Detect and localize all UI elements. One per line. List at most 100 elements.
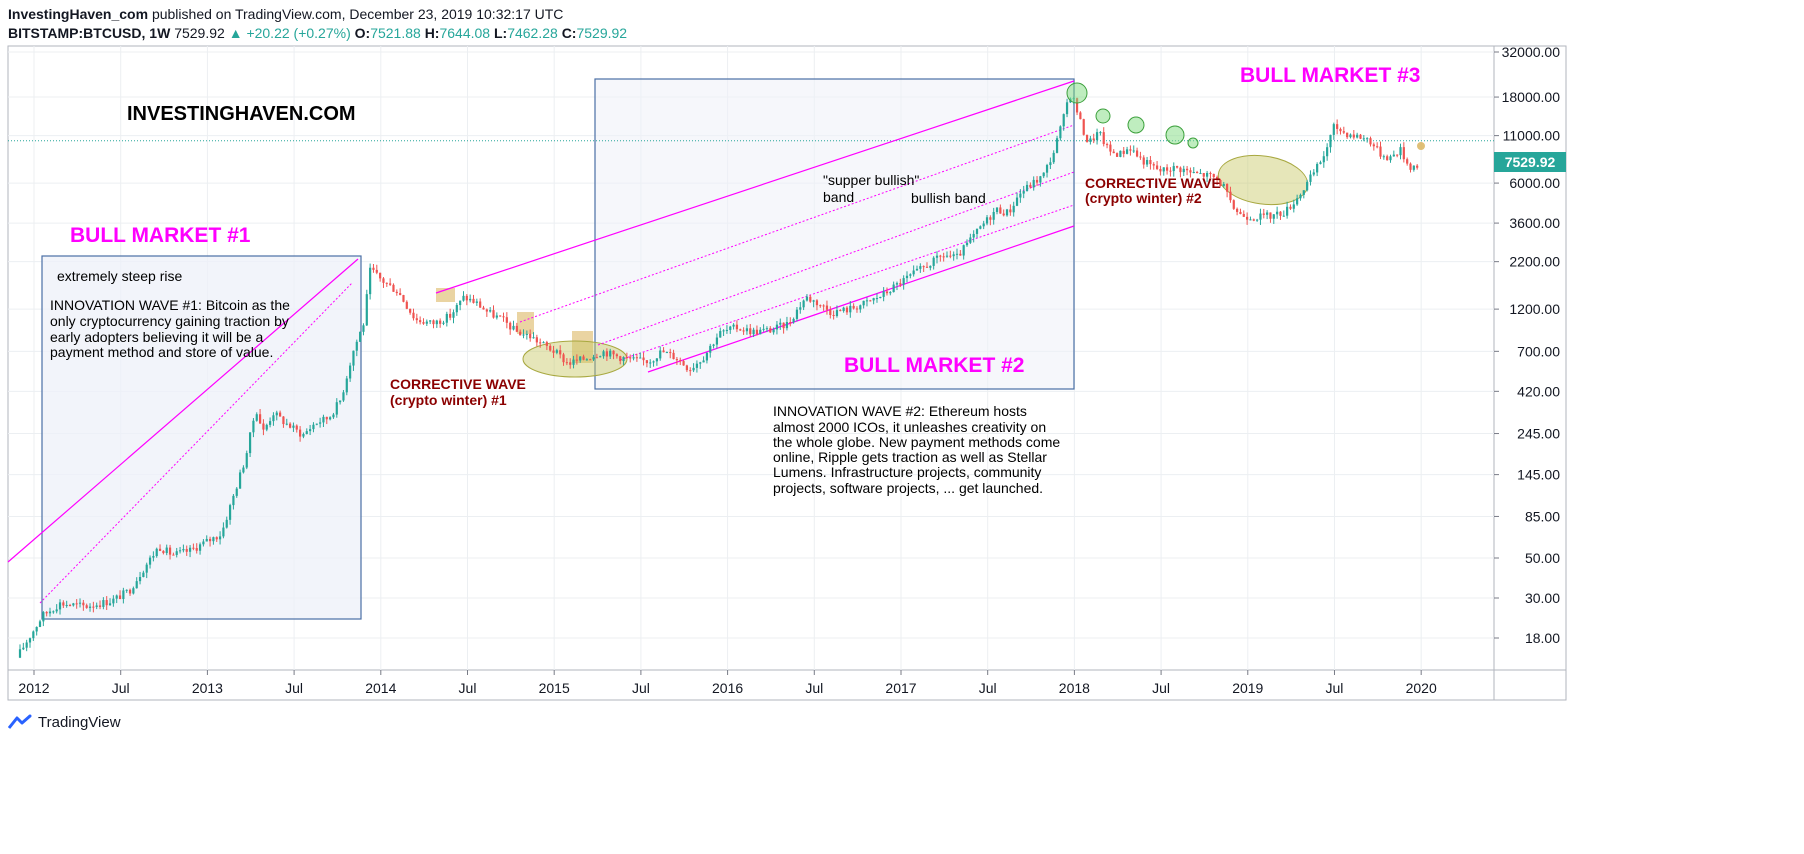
candle-body <box>1135 150 1139 157</box>
candle-body <box>1242 213 1245 217</box>
candle-body <box>692 367 695 371</box>
candle-body <box>675 359 679 361</box>
candle-body <box>502 316 505 318</box>
candle-body <box>1142 157 1145 165</box>
candle-body <box>992 211 995 220</box>
candle-body <box>842 307 845 312</box>
candle-body <box>178 550 182 552</box>
candle-body <box>422 322 425 324</box>
y-tick-label: 18000.00 <box>1502 89 1561 105</box>
trendline-upper <box>435 80 1075 294</box>
candle-body <box>1102 132 1105 145</box>
candle-body <box>1359 134 1362 139</box>
candle-body <box>845 307 849 313</box>
candle-body <box>1159 168 1162 172</box>
candle-body <box>582 356 585 360</box>
candle-body <box>1085 134 1089 142</box>
y-tick-label: 145.00 <box>1517 467 1560 483</box>
candle-body <box>369 267 372 295</box>
candle-body <box>945 255 949 257</box>
candle-body <box>965 242 969 246</box>
candle-body <box>595 357 598 359</box>
candle-body <box>632 357 635 359</box>
candle-body <box>1239 211 1242 214</box>
candle-body <box>1236 208 1239 212</box>
candle-body <box>679 360 682 362</box>
tradingview-logo[interactable]: TradingView <box>8 712 121 732</box>
publisher-name[interactable]: InvestingHaven_com <box>8 6 149 22</box>
candle-body <box>895 283 899 285</box>
super-bullish-line: "supper bullish" <box>823 172 919 188</box>
candle-body <box>1039 176 1042 183</box>
candle-body <box>999 207 1002 214</box>
candle-body <box>742 330 745 332</box>
candle-body <box>1105 144 1109 146</box>
candle-body <box>165 547 168 554</box>
corrective-2-line: CORRECTIVE WAVE <box>1085 175 1221 191</box>
candle-body <box>432 320 435 325</box>
price-axis[interactable] <box>1493 45 1567 671</box>
candle-body <box>592 357 595 360</box>
candle-body <box>1019 193 1022 198</box>
candle-body <box>1162 167 1165 172</box>
candle-body <box>1402 147 1405 160</box>
candle-body <box>135 581 138 589</box>
candle-body <box>659 350 662 359</box>
candle-body <box>1185 168 1189 171</box>
candle-body <box>32 631 35 639</box>
candle-body <box>125 589 128 591</box>
candle-body <box>1149 159 1152 165</box>
candle-body <box>202 541 205 545</box>
candle-body <box>238 472 242 489</box>
candle-body <box>92 606 95 608</box>
candle-body <box>182 549 185 551</box>
candle-body <box>1045 165 1049 173</box>
candle-body <box>585 359 588 361</box>
candle-body <box>112 598 115 604</box>
candle-body <box>349 365 352 379</box>
candle-body <box>1409 163 1412 170</box>
candle-body <box>542 342 545 344</box>
candle-body <box>1065 102 1069 115</box>
last-price-badge <box>1494 152 1566 172</box>
candle-body <box>735 324 739 330</box>
candle-body <box>772 329 775 333</box>
candle-body <box>435 320 438 325</box>
candle-body <box>158 548 162 551</box>
candle-body <box>205 538 208 542</box>
candle-body <box>825 305 829 310</box>
candle-body <box>795 309 799 319</box>
candle-body <box>935 255 939 258</box>
candle-body <box>605 351 608 357</box>
candle-body <box>1179 167 1182 173</box>
candle-body <box>469 298 472 301</box>
candle-body <box>879 296 882 299</box>
symbol-label[interactable]: BITSTAMP:BTCUSD, 1W <box>8 25 171 41</box>
last-price-badge-label: 7529.92 <box>1505 154 1556 170</box>
price-chart[interactable]: 2012 Jul 2013 Jul 2014 Jul 2015 Jul 2016 Jul 2017 J… <box>0 0 1568 704</box>
candle-body <box>505 317 508 323</box>
candlestick-series[interactable] <box>18 96 1419 659</box>
candle-body <box>652 361 655 363</box>
time-axis[interactable] <box>7 669 1495 701</box>
candle-body <box>759 329 762 335</box>
candle-body <box>609 350 612 357</box>
candle-body <box>1155 165 1159 169</box>
candle-body <box>905 275 909 279</box>
candle-body <box>545 342 548 346</box>
candle-body <box>1296 198 1299 205</box>
candle-body <box>715 337 719 345</box>
candle-body <box>192 547 195 549</box>
candle-body <box>482 307 485 310</box>
candle-body <box>28 638 32 643</box>
low-label: L: <box>493 25 508 41</box>
candle-body <box>1356 134 1359 138</box>
candle-body <box>739 329 742 331</box>
candle-body <box>915 268 919 271</box>
candle-body <box>442 322 445 324</box>
candle-body <box>969 237 972 243</box>
x-tick-label: Jul <box>285 680 303 696</box>
candle-body <box>489 310 492 312</box>
candle-body <box>479 301 482 308</box>
candle-body <box>258 414 262 424</box>
